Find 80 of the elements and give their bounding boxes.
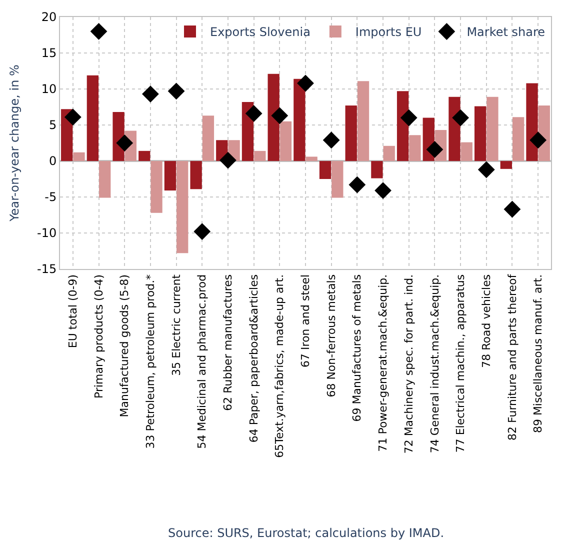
bar [190, 161, 202, 190]
x-tick-label: 65Text.yarn,fabrics, made-up art. [273, 274, 286, 458]
x-tick-label: 78 Road vehicles [480, 274, 493, 368]
bar [294, 78, 306, 161]
point [400, 109, 418, 126]
bar [345, 106, 357, 161]
bar [409, 135, 421, 161]
bar [306, 156, 318, 161]
x-tick-label: 68 Non-ferrous metals [324, 274, 338, 398]
point [245, 105, 262, 122]
x-tick-label: 77 Electrical machin., apparatus [454, 274, 468, 453]
bar [138, 150, 150, 161]
y-axis-title: Year-on-year change, in % [7, 64, 22, 222]
point [116, 134, 134, 152]
bar [86, 75, 99, 161]
x-tick-label: 67 Iron and steel [299, 274, 312, 368]
point [168, 82, 185, 100]
bar [150, 161, 162, 213]
y-tick-label: 0 [48, 154, 57, 168]
point [271, 107, 288, 124]
bar [500, 161, 512, 169]
source-note: Source: SURS, Eurostat; calculations by IMAD. [168, 526, 444, 540]
legend-label: Exports Slovenia [210, 25, 310, 40]
bar [319, 161, 332, 179]
bar [357, 81, 370, 161]
y-tick-label: 10 [41, 82, 57, 96]
x-tick-label: 74 General indust.mach.&equip. [428, 274, 442, 454]
x-tick-label: 69 Manufactures of metals [350, 274, 364, 422]
y-tick-label: -15 [36, 262, 57, 276]
point [220, 152, 236, 169]
x-tick-label: 64 Paper, paperboard&articles [247, 274, 260, 443]
point [194, 223, 211, 240]
point [297, 74, 314, 92]
bar [268, 74, 280, 161]
legend-label: Imports EU [355, 25, 422, 40]
bar [383, 146, 395, 161]
y-tick-label: 5 [48, 118, 57, 132]
bar [512, 117, 524, 161]
point [426, 141, 444, 158]
bar [448, 96, 460, 161]
legend-label: Market share [466, 25, 546, 40]
bar [176, 161, 188, 254]
bar [332, 161, 344, 198]
x-tick-label: Primary products (0-4) [92, 274, 106, 398]
x-tick-label: 54 Medicinal and pharmac.prod [196, 274, 209, 449]
y-tick-label: -5 [44, 190, 57, 204]
x-tick-label: 62 Rubber manufactures [222, 274, 235, 411]
y-tick-label: 15 [41, 46, 57, 60]
bar [474, 106, 486, 161]
x-tick-label: 72 Machinery spec. for part. ind. [402, 274, 416, 454]
bar [486, 96, 498, 161]
point [452, 109, 469, 126]
bar [526, 83, 538, 161]
x-tick-label: 33 Petroleum, petroleum prod.* [144, 274, 158, 449]
point [348, 176, 366, 194]
x-tick-label: 35 Electric current [170, 274, 183, 376]
point [374, 182, 392, 199]
x-tick-label: 82 Furniture and parts thereof [506, 273, 519, 440]
point [64, 108, 82, 126]
y-tick-label: 20 [41, 10, 57, 24]
x-tick-label: EU total (0-9) [66, 274, 80, 348]
x-tick-label: 89 Miscellaneous manuf. art. [532, 274, 545, 434]
bar [99, 161, 111, 198]
bar [254, 150, 266, 161]
point [142, 86, 159, 102]
bar [280, 121, 292, 161]
bar [164, 161, 176, 191]
point [322, 132, 340, 149]
point [478, 161, 495, 178]
bar [396, 91, 409, 161]
bar [371, 161, 383, 178]
y-tick-label: -10 [36, 226, 57, 240]
point [504, 200, 521, 218]
bar [202, 116, 214, 161]
x-tick-label: 71 Power-generat.mach.&equip. [376, 274, 390, 452]
bar [73, 152, 85, 161]
x-tick-label: Manufactured goods (5-8) [118, 274, 132, 418]
bar [460, 142, 472, 161]
point [90, 22, 108, 40]
point [530, 132, 547, 149]
